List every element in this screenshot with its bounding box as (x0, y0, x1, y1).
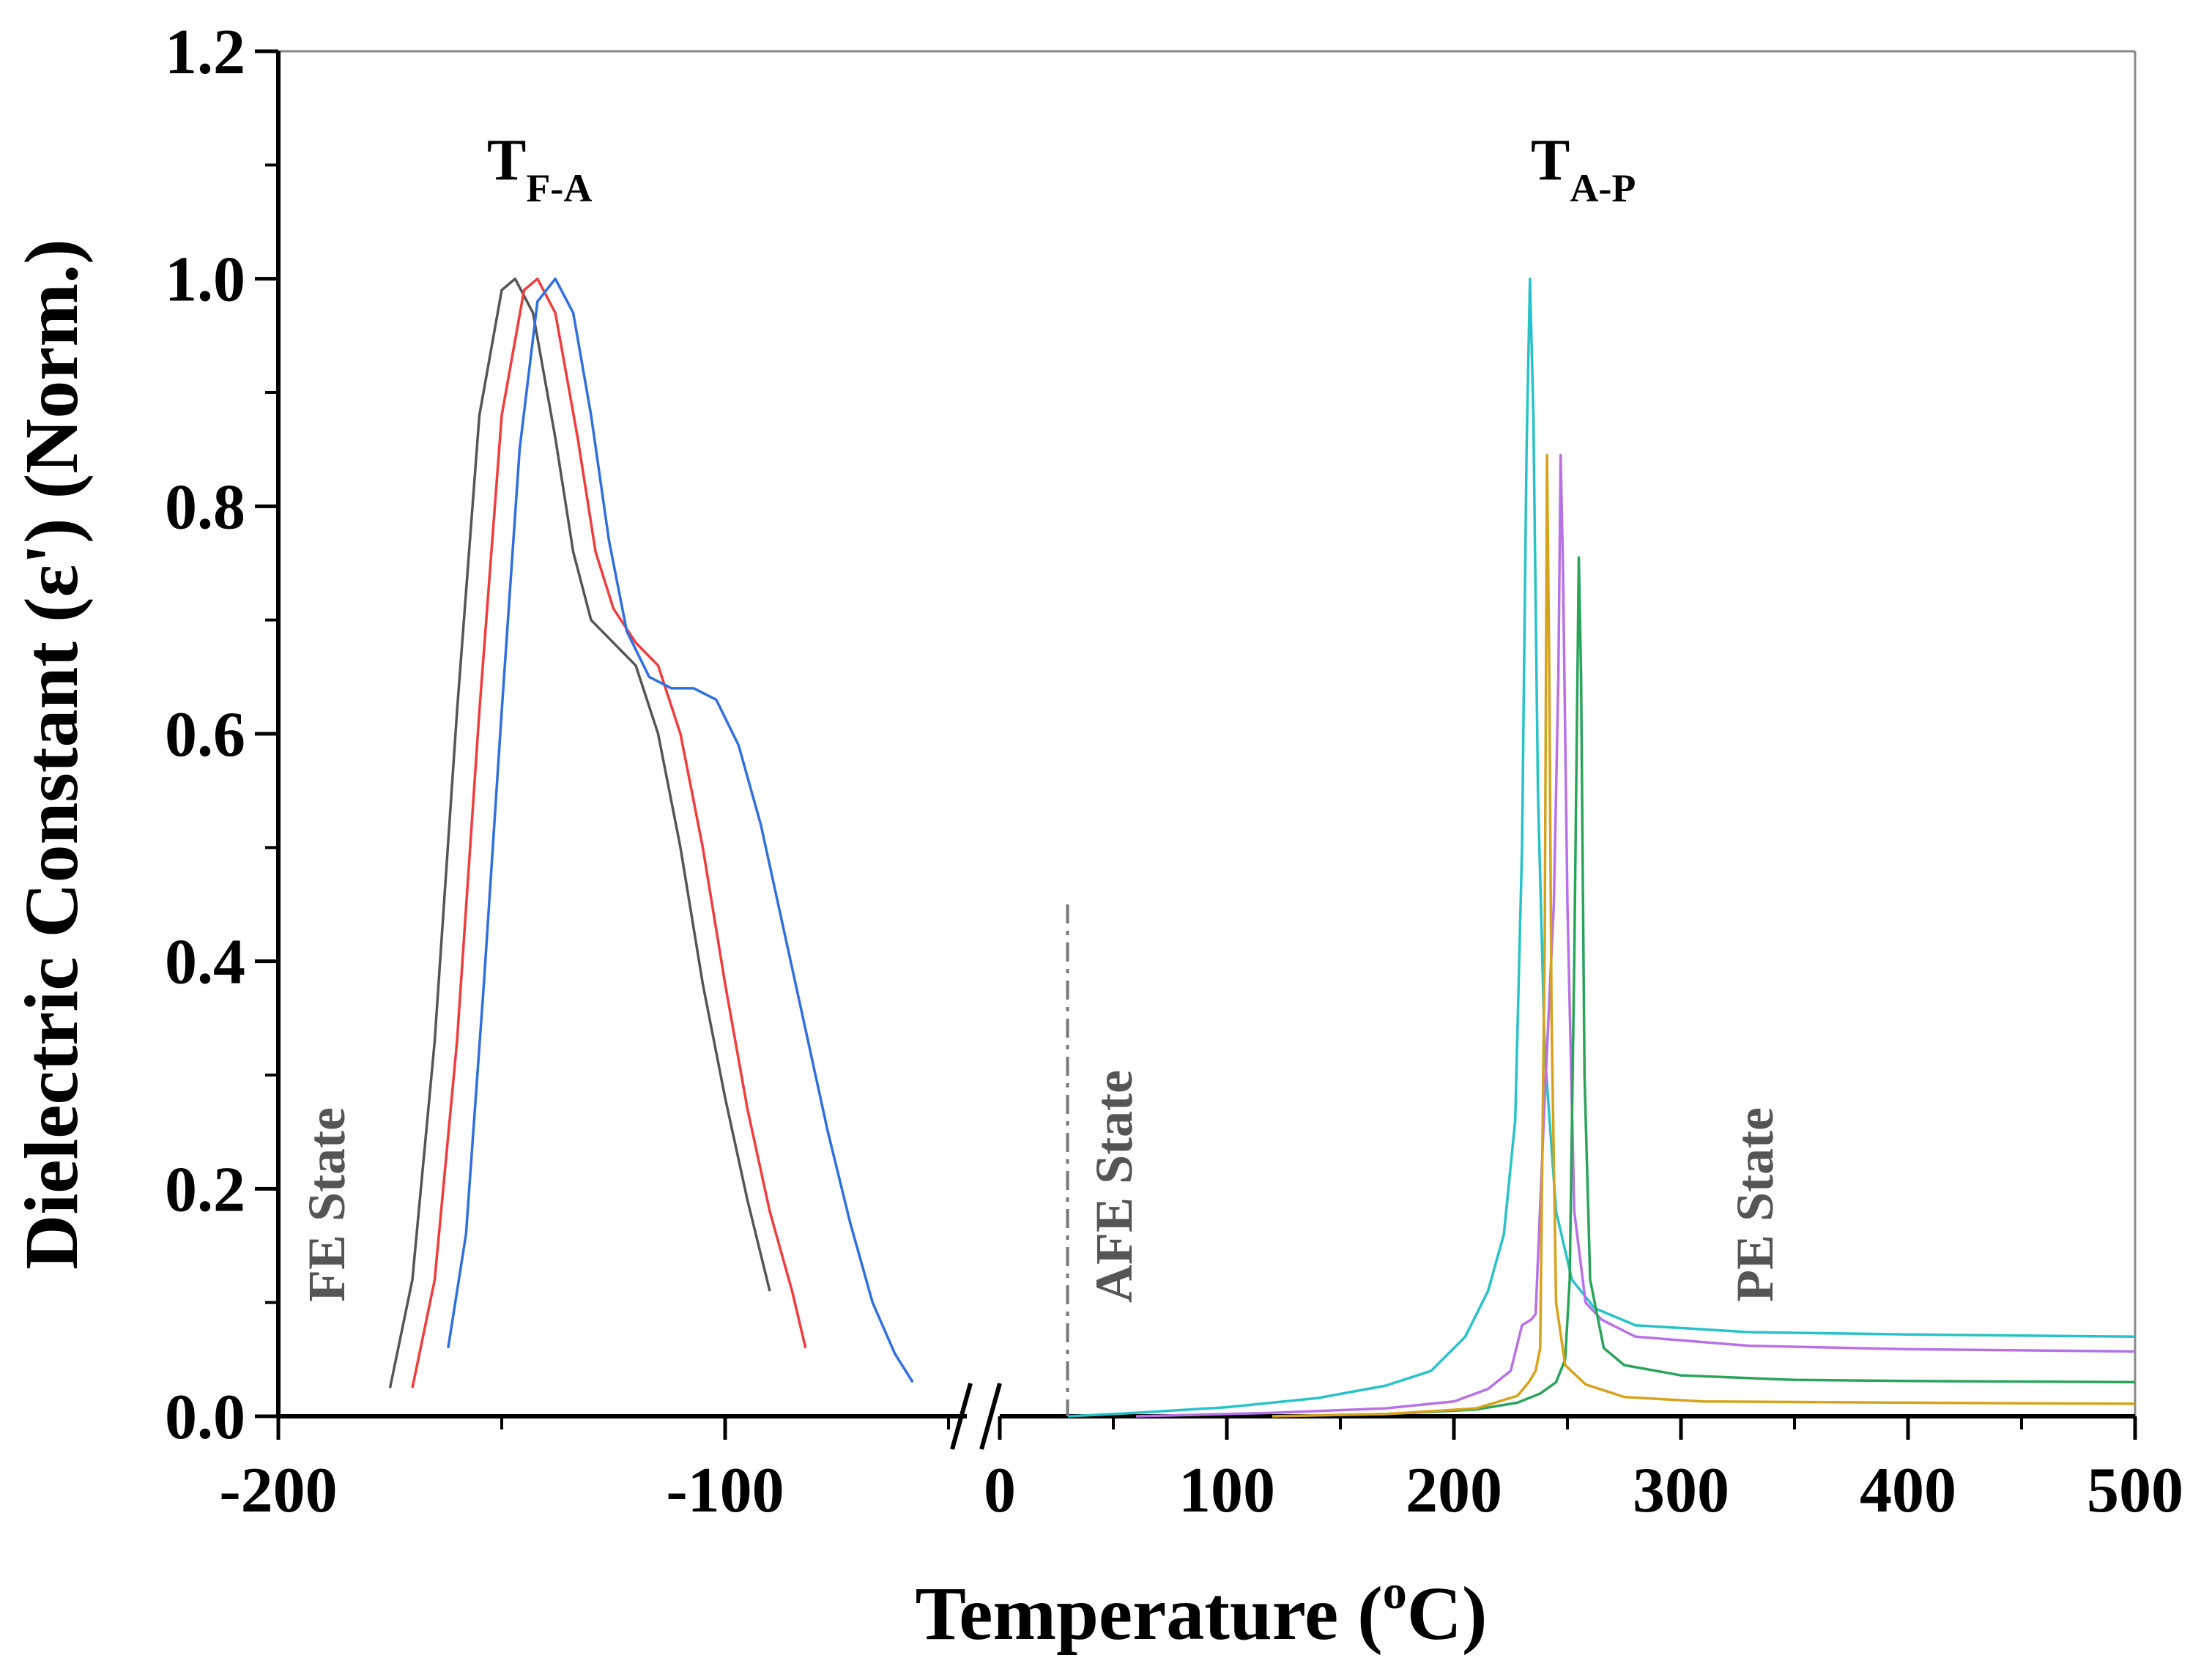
series-right-orange (1272, 453, 2136, 1418)
y-tick-label-1: 0.2 (165, 1154, 245, 1225)
axes (276, 51, 2135, 1450)
pe-state-label: PE State (1726, 1107, 1784, 1302)
x-axis-title-sup: o (1383, 1566, 1407, 1619)
ticks: 0.0 0.2 0.4 0.6 0.8 1.0 1.2 -200 -100 0 100 200 300 4… (165, 17, 2183, 1526)
x-tick-label-0: -200 (219, 1455, 337, 1526)
t-fa-label: TF-A (487, 128, 592, 210)
x-tick-label-7: 500 (2087, 1455, 2183, 1526)
t-ap-label: TA-P (1531, 128, 1636, 210)
x-tick-label-1: -100 (666, 1455, 784, 1526)
axis-break-mark-1 (950, 1383, 973, 1450)
x-tick-label-3: 100 (1179, 1455, 1275, 1526)
fe-state-label: FE State (297, 1107, 356, 1302)
x-tick-label-2: 0 (984, 1455, 1016, 1526)
series-left-red (411, 277, 807, 1388)
t-ap-sub: A-P (1570, 166, 1636, 210)
y-tick-label-4: 0.8 (165, 472, 245, 543)
series-layer (388, 277, 2136, 1418)
x-axis-title-main: Temperature ( (915, 1572, 1382, 1656)
x-axis-title-tail: C) (1407, 1572, 1488, 1656)
y-tick-label-5: 1.0 (165, 245, 245, 316)
x-tick-label-4: 200 (1406, 1455, 1502, 1526)
series-right-cyan (1067, 277, 2136, 1418)
y-tick-label-0: 0.0 (165, 1382, 245, 1453)
plot-frame (278, 50, 2137, 1416)
y-tick-label-2: 0.4 (165, 927, 245, 998)
series-right-purple (1135, 453, 2136, 1418)
series-left-black (388, 277, 771, 1388)
y-tick-label-3: 0.6 (165, 699, 245, 770)
axis-break-mark-2 (979, 1383, 1002, 1450)
y-tick-label-6: 1.2 (165, 17, 245, 88)
series-left-blue (447, 277, 914, 1383)
series-right-green (1272, 556, 2136, 1418)
x-tick-label-6: 400 (1860, 1455, 1956, 1526)
t-fa-main: T (487, 128, 526, 193)
x-tick-label-5: 300 (1633, 1455, 1729, 1526)
t-fa-sub: F-A (526, 166, 592, 210)
x-axis-title: Temperature (oC) (915, 1566, 1487, 1656)
t-ap-main: T (1531, 128, 1570, 193)
y-axis-title: Dielectric Constant (ε') (Norm.) (10, 239, 94, 1270)
afe-state-label: AFE State (1085, 1070, 1143, 1303)
